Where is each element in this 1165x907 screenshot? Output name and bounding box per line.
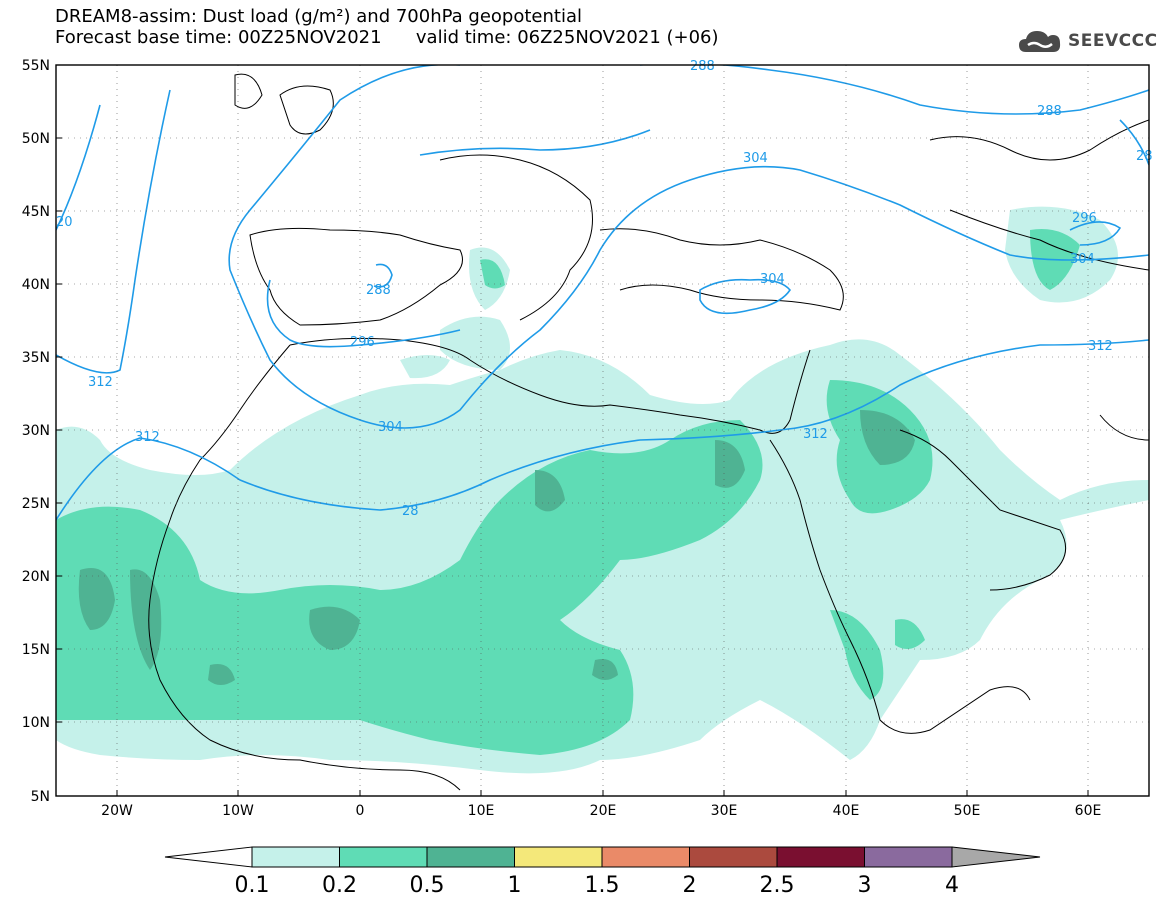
colorbar-label: 0.1: [235, 873, 270, 898]
longitude-labels: 20W 10W 0 10E 20E 30E 40E 50E 60E: [101, 803, 1101, 819]
lat-label: 55N: [22, 58, 50, 74]
time-line: Forecast base time: 00Z25NOV2021 valid t…: [55, 27, 719, 48]
colorbar-label: 1: [508, 873, 522, 898]
lat-label: 50N: [22, 131, 50, 147]
contour-label: 312: [135, 430, 160, 445]
contour-label: 304: [743, 151, 768, 166]
contour-label: 288: [366, 283, 391, 298]
colorbar-box: [689, 846, 778, 868]
colorbar-label: 3: [858, 873, 872, 898]
colorbar-label: 0.2: [322, 873, 357, 898]
colorbar-under-arrow: [164, 846, 253, 868]
lon-label: 10W: [222, 803, 254, 819]
lon-label: 20E: [590, 803, 617, 819]
colorbar-box: [251, 846, 340, 868]
seevccc-logo: SEEVCCC: [1018, 26, 1158, 56]
colorbar: [164, 846, 1041, 868]
colorbar-box: [339, 846, 428, 868]
axis-ticks: [56, 64, 1089, 796]
colorbar-label: 2.5: [760, 873, 795, 898]
lon-label: 10E: [468, 803, 495, 819]
valid-time: valid time: 06Z25NOV2021 (+06): [415, 27, 719, 48]
contour-label: 296: [350, 335, 375, 350]
map-field: [56, 206, 1149, 774]
geopotential-contours: [56, 65, 1149, 521]
lat-label: 45N: [22, 204, 50, 220]
lon-label: 30E: [711, 803, 738, 819]
lat-label: 15N: [22, 642, 50, 658]
lon-label: 50E: [954, 803, 981, 819]
lat-label: 35N: [22, 350, 50, 366]
colorbar-label: 1.5: [585, 873, 620, 898]
contour-label: 288: [1037, 104, 1062, 119]
contour-label: 304: [1070, 252, 1095, 267]
contour-label: 304: [378, 420, 403, 435]
contour-labels: 288 288 304 28 296 304 288 296 304 312 3…: [56, 59, 1153, 519]
logo-text: SEEVCCC: [1068, 31, 1158, 51]
contour-label: 28: [1136, 149, 1153, 164]
colorbar-label: 2: [683, 873, 697, 898]
colorbar-box: [776, 846, 865, 868]
map-header: DREAM8-assim: Dust load (g/m²) and 700hP…: [55, 6, 719, 48]
contour-label: 312: [803, 427, 828, 442]
lat-label: 30N: [22, 423, 50, 439]
lat-label: 20N: [22, 569, 50, 585]
lon-label: 60E: [1075, 803, 1102, 819]
title-line: DREAM8-assim: Dust load (g/m²) and 700hP…: [55, 6, 582, 27]
colorbar-label: 0.5: [410, 873, 445, 898]
colorbar-box: [601, 846, 690, 868]
coastlines: [148, 73, 1149, 791]
colorbar-box: [514, 846, 603, 868]
lat-label: 10N: [22, 715, 50, 731]
lat-label: 5N: [31, 789, 50, 805]
colorbar-labels: 0.1 0.2 0.5 1 1.5 2 2.5 3 4: [235, 873, 960, 898]
contour-label: 304: [760, 272, 785, 287]
lat-label: 40N: [22, 277, 50, 293]
contour-label: 20: [56, 215, 73, 230]
lon-label: 40E: [833, 803, 860, 819]
colorbar-label: 4: [945, 873, 959, 898]
contour-label: 296: [1072, 211, 1097, 226]
gridlines: [56, 65, 1149, 796]
contour-label: 312: [88, 375, 113, 390]
colorbar-box: [864, 846, 953, 868]
dust-layer-0.5: [78, 410, 915, 685]
contour-label: 312: [1088, 339, 1113, 354]
cloud-logo-icon: [1019, 31, 1061, 52]
colorbar-box: [426, 846, 515, 868]
lon-label: 0: [356, 803, 365, 819]
colorbar-over-arrow: [951, 846, 1041, 868]
lat-label: 25N: [22, 496, 50, 512]
base-time: Forecast base time: 00Z25NOV2021: [55, 27, 382, 48]
contour-label: 288: [690, 59, 715, 74]
latitude-labels: 55N 50N 45N 40N 35N 30N 25N 20N 15N 10N …: [22, 58, 50, 805]
contour-label: 28: [402, 504, 419, 519]
lon-label: 20W: [101, 803, 133, 819]
